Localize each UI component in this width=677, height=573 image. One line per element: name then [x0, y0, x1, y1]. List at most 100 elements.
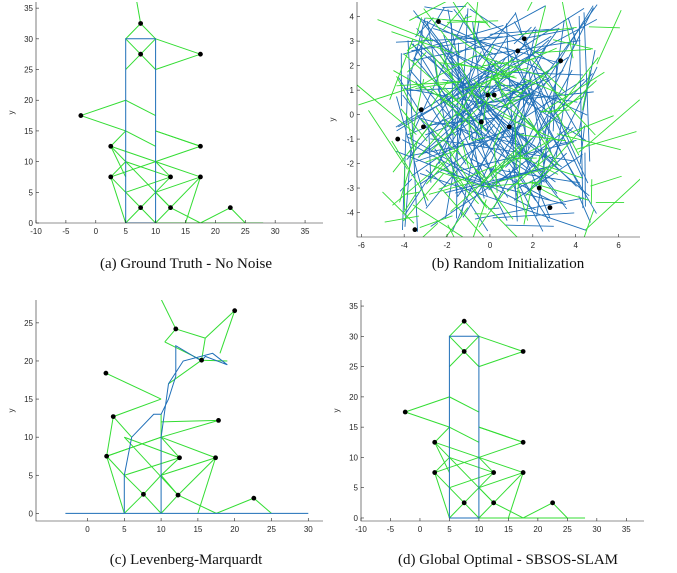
loop-closure-edge [532, 6, 546, 55]
odometry-edge [536, 19, 565, 217]
loop-closure-edge [123, 493, 144, 514]
loop-closure-edge [522, 502, 553, 519]
loop-closure-edge [140, 38, 156, 55]
y-tick-label: 0 [29, 509, 34, 518]
loop-closure-edge [515, 152, 559, 175]
loop-closure-edge [463, 502, 480, 519]
chart-panel-3: 0 5 10 15 20 25 0 5 10 15 20 25 30 y (c) Levenberg-Mar… [7, 300, 323, 568]
y-tick-label: 4 [350, 13, 355, 22]
odometry-edge [399, 178, 413, 192]
x-tick-label: 15 [193, 525, 202, 534]
loop-closure-edge [177, 457, 216, 496]
odometry-edge [488, 167, 580, 184]
loop-closure-edge [160, 436, 180, 459]
loop-closure-edge [504, 93, 531, 107]
odometry-edge [559, 140, 577, 145]
loop-closure-edge [561, 2, 574, 59]
loop-closure-edge [449, 487, 465, 504]
odometry-edge [544, 116, 549, 138]
odometry-edge [513, 26, 532, 45]
loop-closure-edge [106, 436, 162, 457]
loop-closure-edge [461, 141, 470, 169]
loop-closure-edge [491, 168, 545, 185]
loop-closure-edge [478, 441, 524, 458]
odometry-edge [514, 12, 547, 114]
loop-closure-edge [480, 45, 495, 70]
odometry-edge [430, 138, 576, 162]
loop-closure-edge [140, 23, 156, 40]
loop-closure-edge [423, 8, 461, 56]
loop-closure-edge [405, 396, 450, 413]
loop-closure-edge [493, 472, 524, 504]
plot-area [357, 2, 640, 237]
loop-closure-edge [478, 350, 524, 368]
loop-closure-edge [384, 215, 420, 223]
loop-closure-edge [449, 426, 480, 443]
chart-panel-2: -4 -3 -2 -1 0 1 2 3 4 -6 -4 -2 0 2 4 6 y (b) Random Initi… [328, 2, 640, 272]
loop-closure-edge [576, 131, 637, 150]
loop-closure-edge [480, 199, 518, 237]
y-tick-label: 0 [29, 219, 34, 228]
loop-closure-edge [478, 57, 514, 94]
landmark-point [485, 92, 491, 98]
x-tick-label: -10 [355, 525, 367, 534]
odometry-edge [455, 166, 548, 194]
loop-closure-edge [112, 416, 133, 438]
loop-closure-edge [125, 53, 141, 70]
landmark-point [432, 470, 438, 475]
loop-closure-edge [125, 161, 171, 209]
landmark-point [491, 470, 497, 475]
loop-closure-edge [420, 41, 453, 79]
loop-closure-edge [596, 10, 622, 65]
loop-closure-edge [449, 502, 465, 519]
loop-closure-edge [434, 442, 450, 473]
x-tick-label: -2 [443, 241, 451, 250]
x-tick-label: 0 [94, 227, 99, 236]
odometry-edge [395, 36, 503, 43]
landmark-point [515, 48, 521, 54]
loop-closure-edge [499, 79, 533, 99]
x-tick-label: 15 [504, 525, 513, 534]
loop-closure-edge [588, 26, 620, 29]
loop-closure-edge [552, 39, 594, 50]
x-tick-label: -5 [387, 525, 395, 534]
loop-closure-edge [168, 359, 202, 385]
loop-closure-edge [185, 176, 201, 223]
landmark-point [216, 418, 221, 423]
loop-closure-edge [434, 457, 450, 473]
landmark-point [110, 414, 116, 419]
y-tick-label: 30 [24, 35, 33, 44]
landmark-point [461, 349, 467, 354]
loop-closure-edge [499, 114, 560, 142]
x-tick-label: 15 [181, 227, 190, 236]
loop-closure-edge [419, 215, 453, 228]
landmark-point [138, 21, 144, 26]
loop-closure-edge [457, 82, 478, 117]
loop-closure-edge [463, 487, 480, 504]
loop-closure-edge [392, 161, 445, 206]
loop-closure-edge [501, 60, 563, 109]
landmark-point [168, 205, 173, 211]
loop-closure-edge [539, 74, 596, 136]
loop-closure-edge [155, 176, 201, 193]
odometry-edge [438, 22, 543, 72]
y-tick-label: 30 [349, 332, 358, 341]
loop-closure-edge [483, 56, 547, 79]
loop-closure-edge [219, 310, 236, 354]
loop-closure-edge [410, 78, 425, 141]
loop-closure-edge [358, 84, 422, 106]
loop-closure-edge [541, 71, 605, 113]
loop-closure-edge [160, 494, 179, 514]
x-tick-label: 25 [267, 525, 276, 534]
loop-closure-edge [110, 145, 156, 163]
odometry-edge [472, 27, 528, 156]
landmark-point [141, 491, 146, 497]
landmark-point [461, 500, 467, 506]
plot-area [78, 2, 264, 223]
y-tick-label: 15 [24, 395, 33, 404]
odometry-edge [425, 169, 447, 187]
odometry-edge [578, 16, 584, 209]
loop-closure-edge [143, 493, 162, 514]
x-tick-label: 30 [304, 525, 313, 534]
odometry-edge [415, 80, 467, 165]
